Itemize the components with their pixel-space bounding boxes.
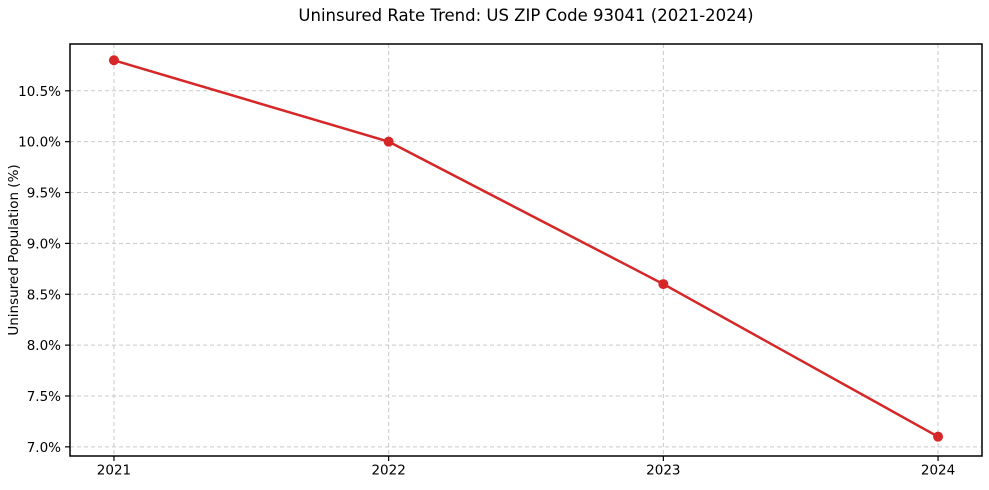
y-tick-label: 9.0% <box>27 236 61 252</box>
y-tick-label: 10.0% <box>18 135 61 151</box>
y-tick-label: 7.0% <box>27 440 61 456</box>
axes-border <box>69 43 983 457</box>
y-tick-label: 9.5% <box>27 186 61 202</box>
x-tick-label: 2022 <box>371 463 405 479</box>
data-point-2024 <box>933 431 944 442</box>
chart-title: Uninsured Rate Trend: US ZIP Code 93041 … <box>298 6 754 25</box>
x-tick-label: 2024 <box>921 463 955 479</box>
trend-line <box>112 59 940 438</box>
data-point-2023 <box>658 279 669 290</box>
x-tick-label: 2021 <box>97 463 131 479</box>
y-tick-label: 8.0% <box>27 338 61 354</box>
data-point-2022 <box>383 136 394 147</box>
y-tick-label: 8.5% <box>27 287 61 303</box>
y-tick-label: 7.5% <box>27 389 61 405</box>
data-point-2021 <box>108 55 119 66</box>
y-tick-label: 10.5% <box>18 84 61 100</box>
x-tick-label: 2023 <box>646 463 680 479</box>
